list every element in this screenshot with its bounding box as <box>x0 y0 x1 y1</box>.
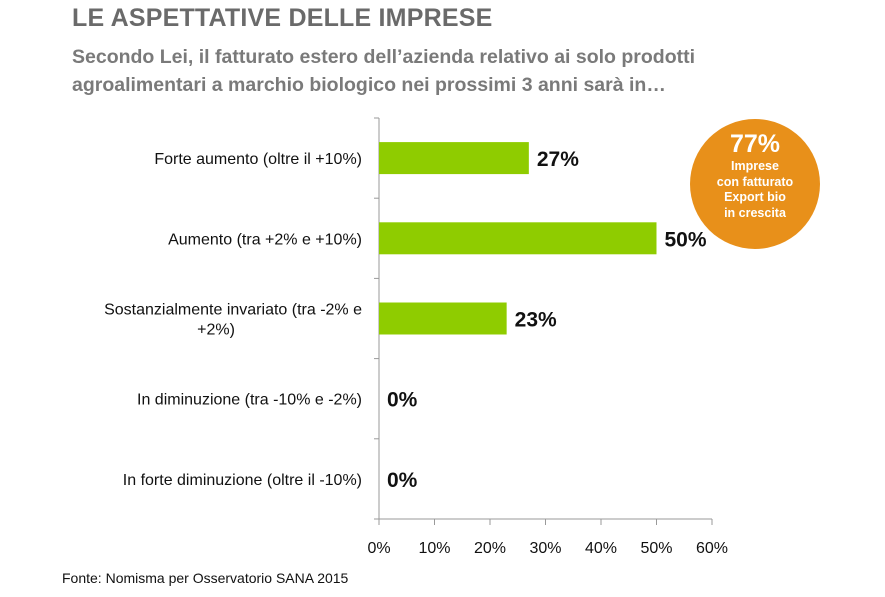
badge-value: 77% <box>729 130 781 158</box>
bar <box>379 302 507 335</box>
slide-title: LE ASPETTATIVE DELLE IMPRESE <box>72 4 493 32</box>
x-tick-label: 50% <box>640 540 672 557</box>
data-label: 50% <box>665 228 707 251</box>
subtitle-line-2: agroalimentari a marchio biologico nei p… <box>72 74 666 96</box>
data-label: 27% <box>537 148 579 171</box>
subtitle-line-1: Secondo Lei, il fatturato estero dell’az… <box>72 46 696 68</box>
source-note: Fonte: Nomisma per Osservatorio SANA 201… <box>62 570 349 586</box>
category-label: +2%) <box>197 322 235 339</box>
x-tick-label: 0% <box>367 540 390 557</box>
x-tick-label: 60% <box>696 540 728 557</box>
x-tick-label: 40% <box>585 540 617 557</box>
badge-line-2: con fatturato <box>716 174 794 189</box>
category-label: Forte aumento (oltre il +10%) <box>154 151 362 168</box>
badge-line-1: Imprese <box>731 159 779 173</box>
data-label: 23% <box>515 309 557 332</box>
bar <box>379 222 657 255</box>
category-label: Aumento (tra +2% e +10%) <box>168 231 362 248</box>
growth-badge: 77% Imprese con fatturato Export bio in … <box>690 119 820 249</box>
bar <box>379 142 529 175</box>
x-tick-label: 10% <box>418 540 450 557</box>
badge-line-4: in crescita <box>724 205 786 220</box>
x-tick-label: 20% <box>474 540 506 557</box>
x-tick-label: 30% <box>529 540 561 557</box>
category-label: In diminuzione (tra -10% e -2%) <box>137 392 362 409</box>
data-label: 0% <box>387 469 418 492</box>
category-label: Sostanzialmente invariato (tra -2% e <box>104 302 362 319</box>
data-label: 0% <box>387 389 418 412</box>
badge-line-3: Export bio <box>724 190 786 204</box>
category-label: In forte diminuzione (oltre il -10%) <box>123 472 362 489</box>
slide-subtitle: Secondo Lei, il fatturato estero dell’az… <box>72 43 832 99</box>
